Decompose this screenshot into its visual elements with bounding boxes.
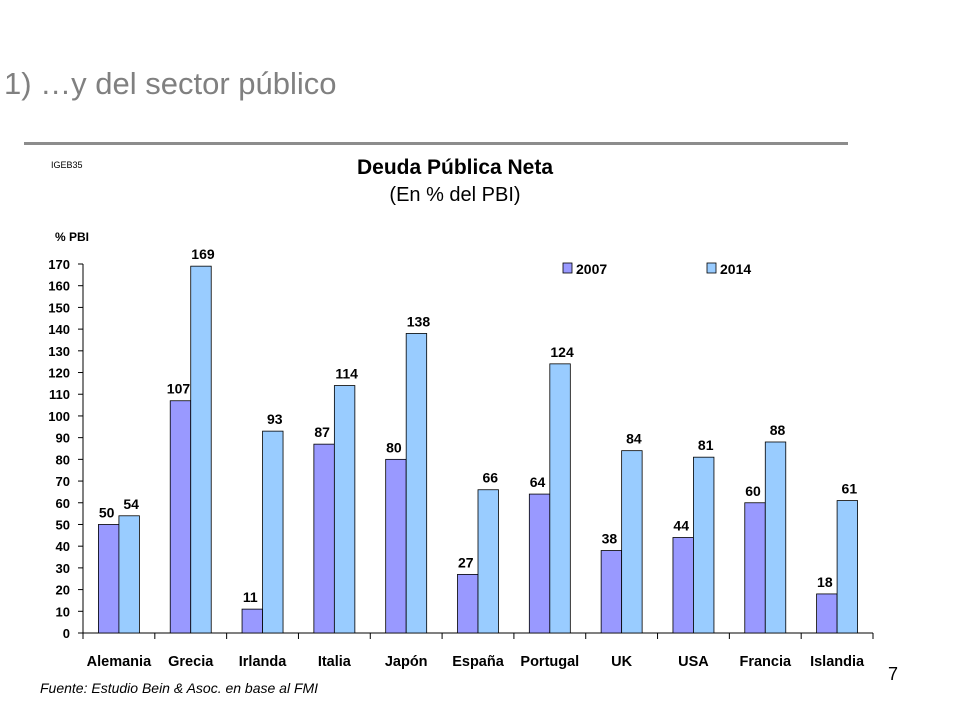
y-tick-label: 110: [49, 387, 70, 402]
page-number: 7: [888, 664, 899, 684]
bar-2014: [190, 265, 212, 634]
data-label-2007: 107: [167, 381, 191, 397]
bar-2007: [313, 443, 335, 634]
legend-label-2007: 2007: [576, 261, 607, 277]
chart-title: Deuda Pública Neta: [356, 156, 554, 179]
data-label-2007: 27: [458, 554, 474, 570]
y-tick-label: 20: [56, 583, 70, 598]
chart-code-label: IGEB35: [51, 160, 83, 170]
bar-2014: [333, 385, 356, 634]
bar-2014: [405, 333, 428, 634]
x-category-label: USA: [678, 654, 709, 670]
bar-2014: [764, 441, 787, 634]
y-tick-label: 80: [56, 452, 70, 467]
data-label-2014: 88: [770, 422, 786, 438]
chart-subtitle: (En % del PBI): [389, 184, 521, 206]
x-category-label: Alemania: [87, 654, 152, 670]
data-label-2014: 169: [191, 246, 215, 262]
y-tick-label: 120: [48, 366, 70, 381]
bar-2007: [241, 608, 263, 634]
bar-2014: [836, 500, 858, 634]
y-tick-label: 60: [56, 496, 70, 511]
y-tick-label: 140: [48, 322, 70, 337]
bar-2014: [693, 456, 715, 634]
y-tick-label: 30: [56, 561, 70, 576]
data-label-2007: 60: [745, 483, 761, 499]
y-tick-label: 0: [63, 626, 70, 641]
legend-label-2014: 2014: [720, 261, 751, 277]
slide-title: 1) …y del sector público: [4, 66, 337, 101]
data-label-2014: 138: [407, 313, 431, 329]
bar-2007: [457, 573, 479, 634]
legend-swatch-2014: [706, 262, 717, 274]
data-label-2007: 87: [314, 424, 330, 440]
source-note: Fuente: Estudio Bein & Asoc. en base al …: [40, 680, 319, 696]
y-tick-label: 170: [48, 257, 70, 272]
title-divider: [24, 142, 848, 145]
x-category-label: Francia: [739, 654, 792, 670]
bar-2007: [169, 400, 192, 634]
data-label-2007: 11: [243, 589, 258, 605]
bar-2014: [262, 430, 284, 634]
y-tick-label: 100: [48, 409, 70, 424]
data-label-2014: 66: [482, 470, 498, 486]
x-category-label: Italia: [318, 654, 352, 670]
y-axis-unit-label: % PBI: [55, 230, 90, 244]
bar-2014: [621, 450, 643, 634]
y-tick-label: 90: [56, 431, 70, 446]
data-label-2007: 50: [99, 504, 115, 520]
x-category-label: Portugal: [520, 654, 579, 670]
data-label-2007: 80: [386, 439, 402, 455]
bar-2007: [98, 524, 120, 634]
data-label-2014: 114: [335, 366, 358, 382]
bar-2014: [477, 489, 499, 634]
bar-2007: [672, 537, 694, 634]
data-label-2007: 18: [817, 574, 833, 590]
x-category-label: España: [452, 654, 505, 670]
data-label-2007: 64: [530, 474, 546, 490]
data-label-2007: 44: [673, 517, 689, 533]
x-category-label: Grecia: [168, 654, 214, 670]
data-label-2014: 93: [267, 411, 283, 427]
bar-2007: [816, 593, 838, 634]
y-tick-label: 40: [56, 539, 70, 554]
data-label-2014: 124: [550, 344, 574, 360]
y-tick-label: 70: [56, 474, 70, 489]
y-tick-label: 150: [48, 300, 70, 315]
bar-2007: [528, 493, 551, 634]
x-category-label: UK: [611, 654, 632, 670]
x-category-label: Islandia: [810, 654, 865, 670]
data-label-2014: 81: [698, 437, 714, 453]
x-category-label: Japón: [385, 654, 428, 670]
data-label-2014: 54: [123, 496, 139, 512]
data-label-2014: 61: [842, 481, 858, 497]
data-label-2014: 84: [626, 431, 642, 447]
y-tick-label: 10: [56, 604, 70, 619]
data-label-2007: 38: [602, 531, 618, 547]
bar-2007: [744, 502, 766, 634]
bar-2007: [600, 550, 623, 634]
y-tick-label: 130: [48, 344, 70, 359]
y-tick-label: 160: [48, 279, 70, 294]
bar-2014: [118, 515, 140, 634]
bar-2014: [549, 363, 571, 634]
legend-swatch-2007: [562, 262, 573, 274]
x-category-label: Irlanda: [239, 654, 287, 670]
y-tick-label: 50: [56, 517, 70, 532]
bar-2007: [385, 458, 407, 634]
